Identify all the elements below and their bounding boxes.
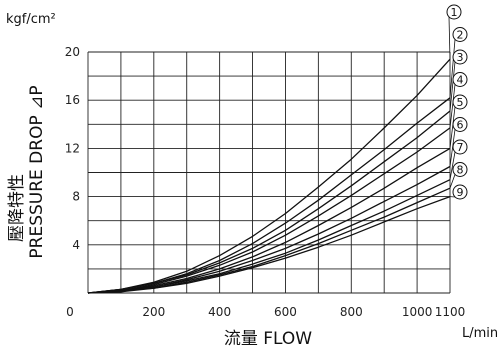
- series-marker-1: [446, 4, 462, 20]
- series-line-3: [87, 110, 451, 294]
- series-label-2: 2: [457, 29, 464, 42]
- series-marker-9: [452, 184, 468, 200]
- x-tick-label: 600: [274, 305, 297, 319]
- series-leader-5: [449, 106, 456, 149]
- x-tick-label: 1100: [435, 305, 466, 319]
- series-lines: [87, 58, 451, 294]
- x-tick-label: 0: [66, 305, 74, 319]
- series-marker-5: [452, 94, 468, 110]
- series-label-3: 3: [457, 51, 464, 64]
- y-axis-label-jp: 壓降特性: [7, 174, 27, 242]
- y-unit-label: kgf/cm²: [6, 12, 56, 27]
- series-marker-6: [452, 117, 468, 132]
- series-marker-8: [452, 162, 468, 177]
- series-marker-4: [452, 72, 468, 87]
- series-markers: 1 2 3 4 5 6 7 8 9: [446, 4, 468, 200]
- series-line-6: [87, 165, 451, 294]
- y-tick-label: 20: [65, 45, 80, 59]
- series-line-7: [87, 179, 451, 294]
- series-label-4: 4: [457, 74, 464, 87]
- x-unit-label: L/min: [462, 326, 498, 341]
- x-tick-label: 200: [142, 305, 165, 319]
- x-axis-label: 流量 FLOW: [224, 329, 312, 349]
- series-leader-2: [449, 39, 456, 98]
- series-label-6: 6: [457, 119, 464, 132]
- y-tick-label: 16: [65, 93, 80, 107]
- y-tick-label: 12: [65, 141, 80, 155]
- y-tick-label: 8: [72, 190, 80, 204]
- series-label-9: 9: [457, 186, 464, 199]
- series-leader-3: [449, 61, 456, 112]
- y-tick-label: 4: [72, 238, 80, 252]
- series-leader-7: [449, 151, 456, 180]
- series-line-5: [87, 147, 451, 294]
- series-leader-6: [449, 129, 456, 167]
- series-label-1: 1: [451, 6, 458, 19]
- series-label-7: 7: [457, 141, 464, 154]
- series-marker-7: [452, 139, 468, 155]
- series-marker-2: [452, 27, 468, 42]
- series-marker-3: [452, 49, 468, 65]
- series-line-8: [87, 187, 451, 294]
- series-label-8: 8: [457, 164, 464, 177]
- x-tick-label: 800: [340, 305, 363, 319]
- series-label-5: 5: [457, 96, 464, 109]
- series-line-4: [87, 127, 451, 294]
- x-tick-label: 400: [208, 305, 231, 319]
- series-leader-8: [449, 174, 456, 189]
- series-line-9: [87, 195, 451, 294]
- series-leader-1: [448, 16, 451, 60]
- series-leader-4: [449, 84, 456, 128]
- y-axis-label: PRESSURE DROP ⊿P: [27, 85, 47, 258]
- series-line-1: [87, 58, 451, 294]
- x-tick-label: 1000: [402, 305, 433, 319]
- chart-grid: [87, 51, 451, 294]
